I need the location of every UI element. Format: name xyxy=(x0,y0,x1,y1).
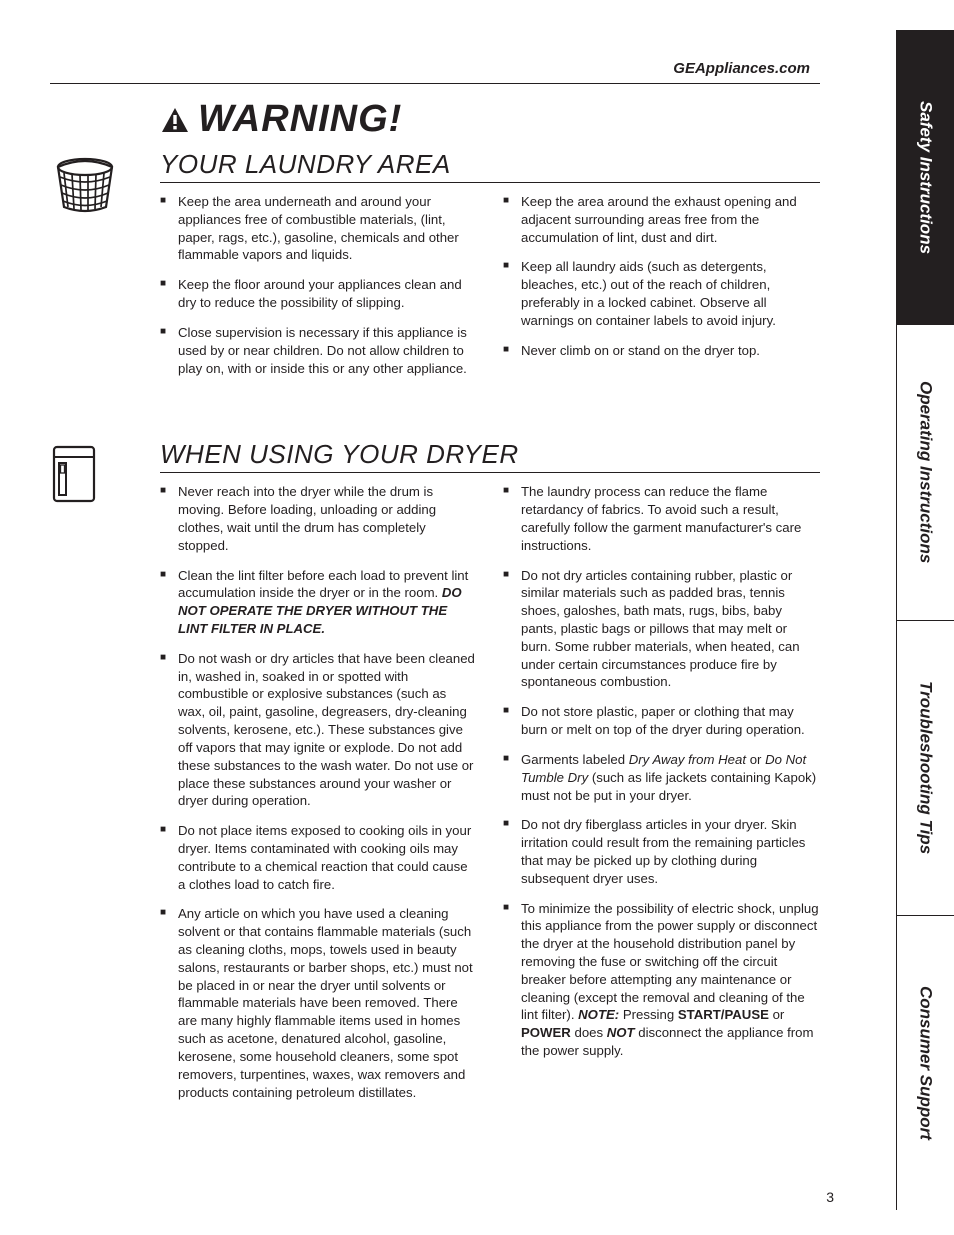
list-item: To minimize the possibility of electric … xyxy=(503,900,820,1060)
side-tab[interactable]: Troubleshooting Tips xyxy=(896,621,954,916)
list-item: Clean the lint filter before each load t… xyxy=(160,567,477,638)
side-tab[interactable]: Operating Instructions xyxy=(896,325,954,620)
list-item: Do not wash or dry articles that have be… xyxy=(160,650,477,810)
list-item: Keep the floor around your appliances cl… xyxy=(160,276,477,312)
dryer-icon xyxy=(50,443,98,505)
header-url: GEAppliances.com xyxy=(50,60,820,84)
list-item: Do not dry fiberglass articles in your d… xyxy=(503,816,820,887)
side-tabs: Safety Instructions Operating Instruction… xyxy=(896,30,954,1210)
list-item: Never climb on or stand on the dryer top… xyxy=(503,342,820,360)
list-item: Keep all laundry aids (such as detergent… xyxy=(503,258,820,329)
section-title-laundry: YOUR LAUNDRY AREA xyxy=(160,149,820,183)
warning-title: WARNING! xyxy=(198,98,402,141)
list-item: The laundry process can reduce the flame… xyxy=(503,483,820,554)
section-using-dryer: WHEN USING YOUR DRYER Never reach into t… xyxy=(50,439,820,1113)
laundry-basket-icon xyxy=(50,153,120,213)
side-tab[interactable]: Consumer Support xyxy=(896,916,954,1210)
section-title-dryer: WHEN USING YOUR DRYER xyxy=(160,439,820,473)
list-item: Any article on which you have used a cle… xyxy=(160,905,477,1101)
tab-label: Operating Instructions xyxy=(916,381,936,563)
warning-heading: WARNING! xyxy=(160,98,820,141)
tab-label: Consumer Support xyxy=(916,986,936,1140)
section-laundry-area: YOUR LAUNDRY AREA Keep the area undernea… xyxy=(50,149,820,389)
side-tab[interactable]: Safety Instructions xyxy=(896,30,954,325)
list-item: Never reach into the dryer while the dru… xyxy=(160,483,477,554)
tab-label: Troubleshooting Tips xyxy=(916,681,936,854)
list-item: Close supervision is necessary if this a… xyxy=(160,324,477,377)
list-dryer-right: The laundry process can reduce the flame… xyxy=(503,483,820,1060)
warning-triangle-icon xyxy=(160,106,190,134)
list-item: Do not dry articles containing rubber, p… xyxy=(503,567,820,692)
page-number: 3 xyxy=(826,1189,834,1205)
list-item: Garments labeled Dry Away from Heat or D… xyxy=(503,751,820,804)
list-item: Do not place items exposed to cooking oi… xyxy=(160,822,477,893)
list-item: Keep the area around the exhaust opening… xyxy=(503,193,820,246)
list-laundry-left: Keep the area underneath and around your… xyxy=(160,193,477,377)
list-dryer-left: Never reach into the dryer while the dru… xyxy=(160,483,477,1101)
list-laundry-right: Keep the area around the exhaust opening… xyxy=(503,193,820,360)
list-item: Do not store plastic, paper or clothing … xyxy=(503,703,820,739)
list-item: Keep the area underneath and around your… xyxy=(160,193,477,264)
tab-label: Safety Instructions xyxy=(916,101,936,254)
